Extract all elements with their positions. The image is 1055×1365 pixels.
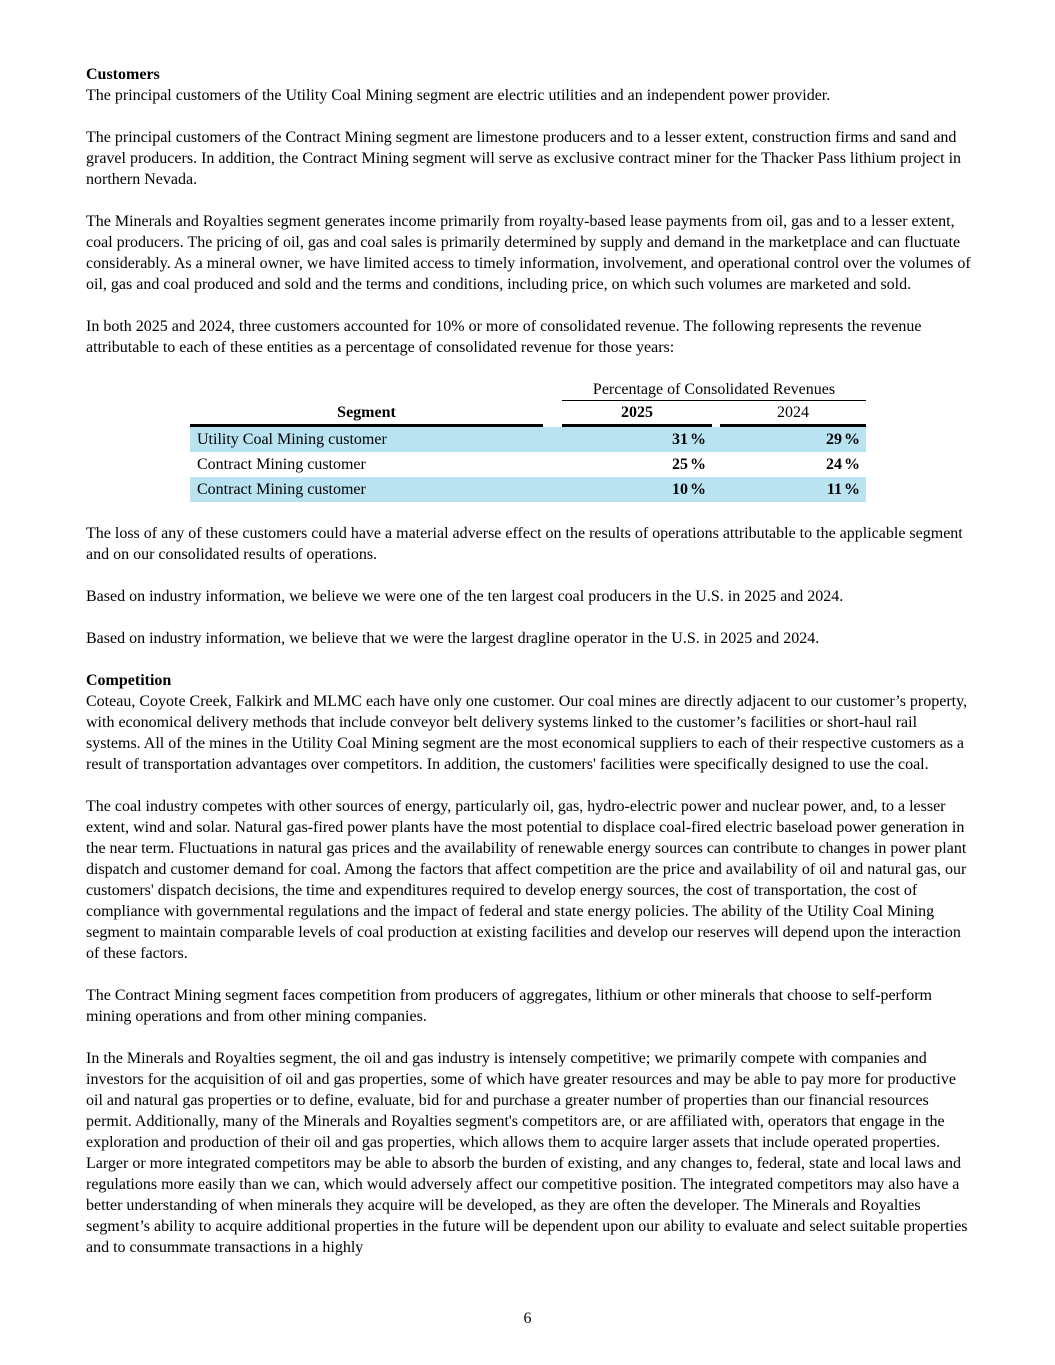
paragraph-customers-1: The principal customers of the Utility C… bbox=[86, 87, 831, 104]
value-2025-cell: 10 % bbox=[562, 479, 712, 500]
paragraph-customers-5: The loss of any of these customers could… bbox=[86, 525, 963, 563]
percent-sign: % bbox=[690, 456, 706, 473]
table-row-contract-mining-1: Contract Mining customer 25 % 24 % bbox=[190, 452, 866, 477]
segment-cell: Contract Mining customer bbox=[197, 456, 366, 473]
percent-sign: % bbox=[690, 481, 706, 498]
percent-sign: % bbox=[690, 431, 706, 448]
value-2025: 25 bbox=[672, 456, 688, 473]
value-2025-cell: 31 % bbox=[562, 429, 712, 450]
section-heading-competition: Competition bbox=[86, 672, 172, 689]
column-header-2025: 2025 bbox=[562, 401, 712, 427]
table-row-contract-mining-2: Contract Mining customer 10 % 11 % bbox=[190, 477, 866, 502]
column-header-segment: Segment bbox=[190, 401, 543, 427]
percent-sign: % bbox=[844, 431, 860, 448]
paragraph-competition-2: The coal industry competes with other so… bbox=[86, 798, 967, 962]
paragraph-competition-3: The Contract Mining segment faces compet… bbox=[86, 987, 932, 1025]
value-2025: 10 bbox=[672, 481, 688, 498]
value-2024: 11 bbox=[826, 481, 842, 498]
paragraph-competition-4: In the Minerals and Royalties segment, t… bbox=[86, 1050, 968, 1256]
percent-sign: % bbox=[844, 456, 860, 473]
percent-sign: % bbox=[844, 481, 860, 498]
table-row-utility-coal-mining: Utility Coal Mining customer 31 % 29 % bbox=[190, 427, 866, 452]
value-2024: 29 bbox=[826, 431, 842, 448]
paragraph-competition-1: Coteau, Coyote Creek, Falkirk and MLMC e… bbox=[86, 693, 968, 773]
paragraph-customers-4: In both 2025 and 2024, three customers a… bbox=[86, 318, 922, 356]
table-span-header-row: Percentage of Consolidated Revenues bbox=[190, 379, 866, 401]
paragraph-customers-2: The principal customers of the Contract … bbox=[86, 129, 962, 188]
value-2024-cell: 24 % bbox=[720, 454, 866, 475]
document-body: Customers The principal customers of the… bbox=[86, 64, 972, 1279]
section-heading-customers: Customers bbox=[86, 66, 160, 83]
paragraph-customers-3: The Minerals and Royalties segment gener… bbox=[86, 213, 971, 293]
segment-cell: Contract Mining customer bbox=[197, 481, 366, 498]
value-2024-cell: 29 % bbox=[720, 429, 866, 450]
value-2024: 24 bbox=[826, 456, 842, 473]
segment-cell: Utility Coal Mining customer bbox=[197, 431, 387, 448]
table-span-header: Percentage of Consolidated Revenues bbox=[562, 379, 866, 401]
paragraph-customers-7: Based on industry information, we believ… bbox=[86, 630, 820, 647]
value-2025-cell: 25 % bbox=[562, 454, 712, 475]
value-2024-cell: 11 % bbox=[720, 479, 866, 500]
page-number: 6 bbox=[523, 1310, 532, 1327]
table-header-row: Segment 2025 2024 bbox=[190, 401, 866, 427]
paragraph-customers-6: Based on industry information, we believ… bbox=[86, 588, 844, 605]
value-2025: 31 bbox=[672, 431, 688, 448]
revenue-percentage-table: Percentage of Consolidated Revenues Segm… bbox=[190, 379, 866, 502]
column-header-2024: 2024 bbox=[720, 401, 866, 427]
